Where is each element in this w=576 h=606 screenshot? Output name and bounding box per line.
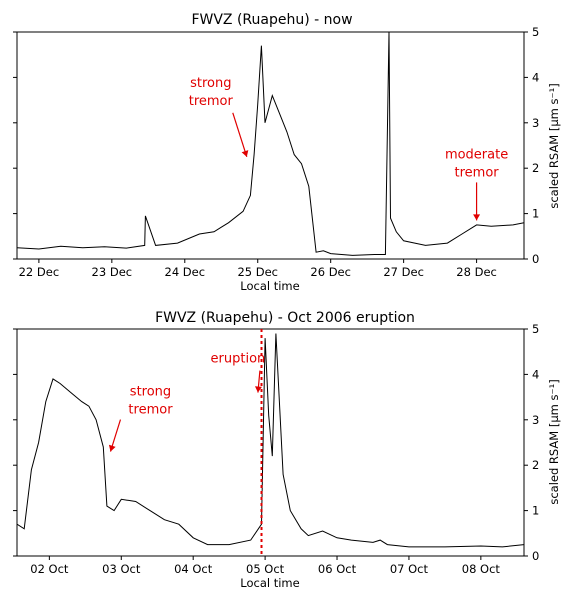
x-tick-label: 05 Oct	[246, 562, 285, 576]
y-tick-label: 1	[532, 207, 539, 221]
x-tick-label: 04 Oct	[174, 562, 213, 576]
rsam-series-line	[17, 32, 524, 256]
y-tick-label: 1	[532, 504, 539, 518]
annotation-arrowhead	[473, 214, 481, 221]
y-tick-label: 5	[532, 322, 539, 336]
annotation-label: tremor	[189, 94, 234, 109]
y-axis-label: scaled RSAM [μm s⁻¹]	[547, 379, 561, 504]
y-tick-label: 0	[532, 252, 539, 266]
annotation-arrowhead	[254, 386, 262, 393]
y-axis: 0 1 2 3 4 5	[524, 25, 539, 266]
x-tick-label: 28 Dec	[456, 265, 497, 279]
x-axis: 02 Oct 03 Oct 04 Oct 05 Oct 06 Oct 07 Oct 08 O…	[30, 556, 500, 576]
y-tick-label: 4	[532, 367, 539, 381]
y-tick-label: 2	[532, 458, 539, 472]
plot-frame	[16, 328, 525, 557]
chart-oct-2006: FWVZ (Ruapehu) - Oct 2006 eruption 02 Oc…	[13, 310, 561, 590]
left-axis-ticks	[13, 31, 17, 260]
left-axis-ticks	[13, 328, 17, 557]
x-tick-label: 03 Oct	[102, 562, 141, 576]
annotation-label: tremor	[128, 403, 173, 418]
x-tick-label: 02 Oct	[30, 562, 69, 576]
y-tick-label: 2	[532, 161, 539, 175]
x-tick-label: 27 Dec	[383, 265, 424, 279]
rsam-series-line	[17, 333, 524, 548]
x-tick-label: 06 Oct	[318, 562, 357, 576]
x-tick-label: 25 Dec	[237, 265, 278, 279]
chart-title: FWVZ (Ruapehu) - Oct 2006 eruption	[155, 310, 415, 326]
y-tick-label: 3	[532, 116, 539, 130]
annotation-label: strong	[130, 385, 171, 400]
x-tick-label: 08 Oct	[462, 562, 501, 576]
y-axis-label: scaled RSAM [μm s⁻¹]	[547, 83, 561, 208]
y-tick-label: 3	[532, 413, 539, 427]
annotation-label: moderate	[445, 147, 508, 162]
y-tick-label: 4	[532, 70, 539, 84]
x-tick-label: 26 Dec	[310, 265, 351, 279]
chart-title: FWVZ (Ruapehu) - now	[191, 12, 352, 28]
chart-now: FWVZ (Ruapehu) - now 22 Dec 23 Dec 24 Dec 2…	[13, 12, 561, 293]
annotation-label: strong	[190, 76, 231, 91]
annotation-label: tremor	[455, 165, 500, 180]
y-tick-label: 0	[532, 549, 539, 563]
y-tick-label: 5	[532, 25, 539, 39]
x-tick-label: 07 Oct	[390, 562, 429, 576]
x-tick-label: 22 Dec	[19, 265, 60, 279]
x-axis-label: Local time	[240, 576, 299, 590]
annotation-arrow-line	[232, 112, 248, 158]
y-axis: 0 1 2 3 4 5	[524, 322, 539, 563]
annotation-arrowhead	[241, 150, 249, 157]
x-axis: 22 Dec 23 Dec 24 Dec 25 Dec 26 Dec 27 Dec 28 D…	[19, 259, 497, 279]
x-tick-label: 24 Dec	[165, 265, 206, 279]
annotation-label: eruption	[211, 352, 266, 367]
x-tick-label: 23 Dec	[92, 265, 133, 279]
plot-frame	[16, 31, 525, 260]
annotation-arrowhead	[108, 444, 116, 452]
x-axis-label: Local time	[240, 279, 299, 293]
